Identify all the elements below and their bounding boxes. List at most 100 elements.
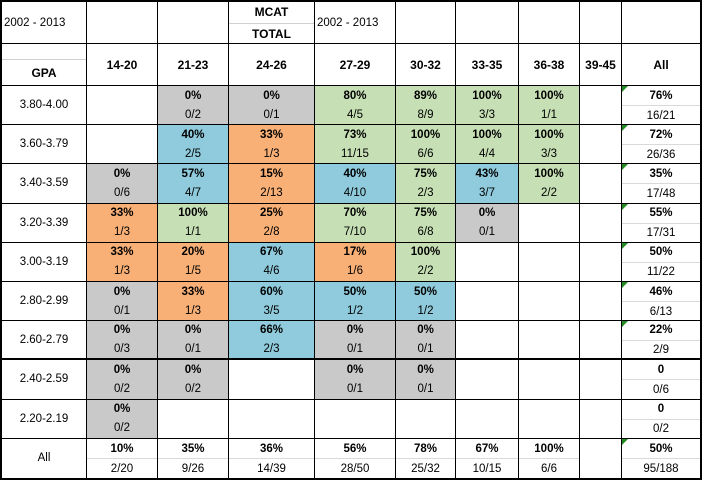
grid-cell: 0% 0/1: [396, 360, 456, 400]
cell-fraction: 2/2: [417, 265, 434, 278]
cell-fraction: 0/1: [479, 226, 495, 239]
cell-fraction: 0/1: [263, 108, 280, 121]
period-label-right: 2002 - 2013: [315, 2, 396, 44]
grid-cell: 60% 3/5: [229, 282, 315, 322]
cell-percent: 17%: [343, 246, 367, 259]
cell-percent: 0%: [113, 285, 131, 298]
cell-percent: 60%: [259, 285, 284, 298]
cell-fraction: 1/3: [114, 265, 130, 278]
gpa-header-spacer: [2, 44, 86, 61]
grid-cell: 100% 4/4: [456, 125, 519, 165]
grid-cell: 36% 14/39: [229, 438, 315, 478]
grid-cell: 25% 2/8: [229, 203, 315, 243]
grid-cell: [580, 438, 622, 478]
grid-cell: [580, 164, 622, 204]
grid-cell: [580, 399, 622, 439]
cell-fraction: 10/15: [472, 463, 502, 476]
cell-fraction: 2/9: [653, 344, 669, 357]
cell-fraction: 3/3: [541, 147, 557, 160]
gpa-label: GPA: [31, 65, 57, 80]
cell-percent: 0%: [184, 324, 202, 337]
cell-percent: 36%: [259, 442, 284, 455]
header-empty-cell: [396, 2, 456, 44]
cell-fraction: 6/6: [541, 463, 557, 476]
cell-percent: 100%: [534, 89, 564, 102]
cell-fraction: 1/2: [417, 304, 434, 317]
cell-percent: 33%: [259, 128, 284, 141]
grid-cell: 35% 17/48: [622, 164, 700, 204]
cell-percent: 20%: [181, 246, 205, 259]
grid-cell: 33% 1/3: [229, 125, 315, 165]
grid-cell: 57% 4/7: [158, 164, 229, 204]
cell-fraction: 6/13: [649, 305, 673, 318]
grid-cell: 0% 0/2: [87, 360, 158, 400]
grid-cell: 0% 0/1: [229, 86, 315, 126]
cell-fraction: 2/13: [260, 187, 283, 200]
grid-cell: 100% 2/2: [396, 242, 456, 282]
header-empty-cell: [622, 2, 700, 44]
grid-cell: 0 0/2: [622, 399, 700, 439]
cell-fraction: 0/1: [347, 343, 363, 356]
cell-fraction: 1/1: [185, 226, 201, 239]
grid-cell: 76% 16/21: [622, 86, 700, 126]
cell-percent: 40%: [181, 128, 205, 141]
grid-cell: 100% 3/3: [456, 86, 519, 126]
row-label: 2.80-2.99: [2, 282, 87, 322]
grid-cell: [580, 282, 622, 322]
cell-percent: 15%: [259, 167, 284, 180]
row-label: 3.60-3.79: [2, 125, 87, 165]
cell-fraction: 0/6: [653, 384, 669, 397]
cell-percent: 10%: [110, 442, 134, 455]
header-empty-cell: [519, 2, 580, 44]
grid-cell: 89% 8/9: [396, 86, 456, 126]
grid-cell: [456, 321, 519, 361]
cell-percent: 0%: [417, 324, 434, 337]
cell-fraction: 16/21: [646, 109, 676, 122]
cell-fraction: 0/1: [185, 343, 201, 356]
grid-cell: 15% 2/13: [229, 164, 315, 204]
col-header-all: All: [622, 44, 700, 86]
grid-cell: [580, 203, 622, 243]
grid-cell: 40% 2/5: [158, 125, 229, 165]
cell-flag-triangle-icon: [622, 164, 628, 171]
cell-fraction: 0/2: [185, 108, 201, 121]
col-header-30-32: 30-32: [396, 44, 456, 86]
cell-percent: 56%: [343, 442, 367, 455]
period-label-left: 2002 - 2013: [2, 2, 87, 44]
cell-flag-triangle-icon: [622, 282, 628, 288]
cell-percent: 25%: [259, 207, 284, 220]
cell-fraction: 1/5: [185, 265, 201, 278]
cell-fraction: 8/9: [417, 108, 434, 121]
cell-fraction: 2/3: [263, 343, 280, 356]
cell-fraction: 4/10: [343, 187, 367, 200]
cell-percent: 78%: [413, 442, 438, 455]
cell-fraction: 0/1: [417, 383, 434, 396]
cell-percent: 100%: [472, 128, 502, 141]
cell-fraction: 0/2: [185, 383, 201, 396]
cell-percent: 100%: [534, 128, 564, 141]
cell-percent: 0%: [417, 363, 434, 376]
cell-flag-triangle-icon: [622, 438, 628, 445]
grid-cell: [580, 125, 622, 165]
grid-cell: [519, 242, 580, 282]
grid-cell: 67% 4/6: [229, 242, 315, 282]
grid-cell: 75% 2/3: [396, 164, 456, 204]
mcat-label: MCAT: [229, 2, 314, 24]
grid-cell: [87, 125, 158, 165]
cell-percent: 33%: [110, 246, 134, 259]
cell-percent: 80%: [343, 89, 367, 102]
row-label: 3.20-3.39: [2, 203, 87, 243]
cell-percent: 67%: [475, 442, 499, 455]
cell-percent: 0%: [346, 324, 364, 337]
grid-cell: 17% 1/6: [315, 242, 396, 282]
cell-fraction: 0/2: [114, 383, 130, 396]
grid-cell: [87, 86, 158, 126]
header-empty-cell: [456, 2, 519, 44]
grid-cell: [456, 242, 519, 282]
cell-fraction: 6/6: [417, 147, 434, 160]
col-header-27-29: 27-29: [315, 44, 396, 86]
grid-cell: [580, 86, 622, 126]
grid-cell: 56% 28/50: [315, 438, 396, 478]
grid-cell: 75% 6/8: [396, 203, 456, 243]
cell-percent: 0%: [263, 89, 280, 102]
